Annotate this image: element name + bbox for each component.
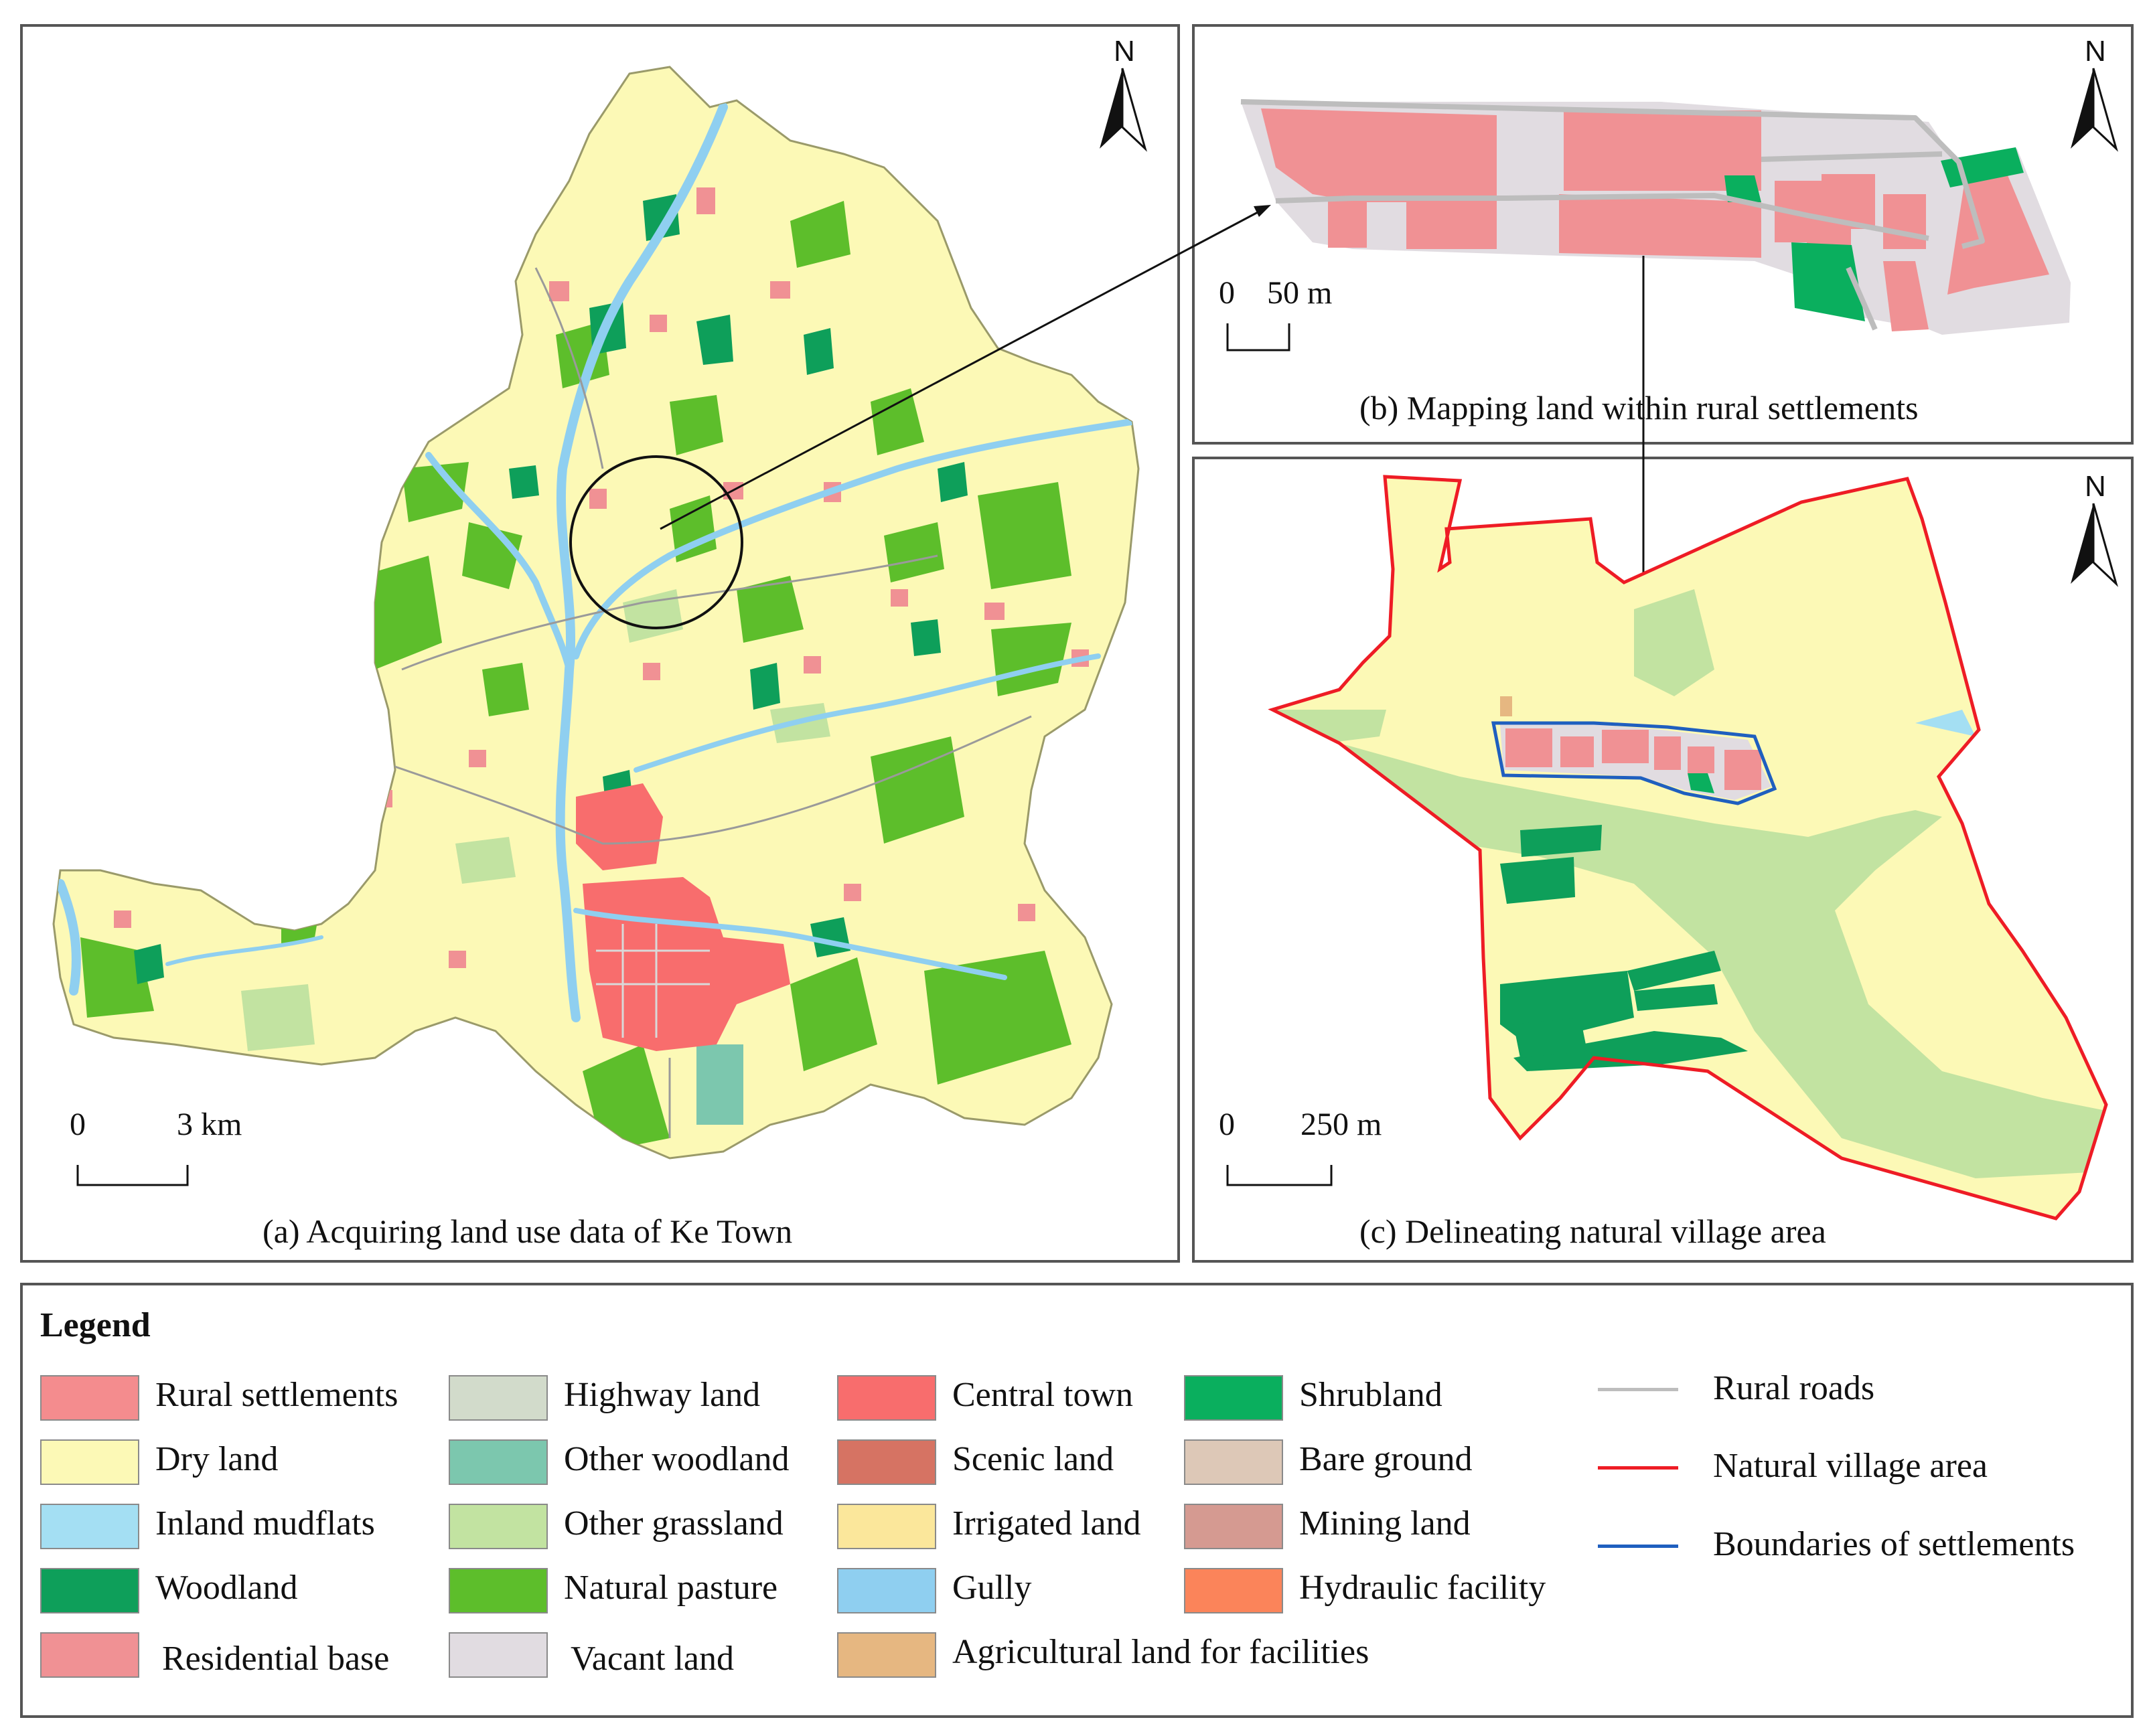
map-b xyxy=(1240,99,2071,593)
legend-label: Irrigated land xyxy=(952,1504,1141,1543)
scale-bar-c xyxy=(1226,1165,1333,1186)
map-c xyxy=(1268,475,2108,1220)
map-a xyxy=(52,66,1271,1160)
scale-zero-label: 0 xyxy=(1219,275,1235,311)
legend-swatch xyxy=(837,1568,936,1613)
legend-swatch xyxy=(837,1632,936,1678)
legend-swatch xyxy=(449,1568,548,1613)
legend-label: Bare ground xyxy=(1299,1440,1473,1478)
north-arrow-icon xyxy=(1100,68,1147,152)
legend-swatch xyxy=(1184,1439,1283,1485)
legend-label: Woodland xyxy=(155,1569,298,1607)
panel-caption: (a) Acquiring land use data of Ke Town xyxy=(263,1212,793,1250)
legend-label: Central town xyxy=(952,1376,1134,1414)
north-label: N xyxy=(2085,35,2106,68)
scale-zero-label: 0 xyxy=(70,1107,86,1142)
scale-label: 3 km xyxy=(177,1107,242,1142)
north-arrow-icon xyxy=(2071,503,2118,587)
panel-caption: (c) Delineating natural village area xyxy=(1359,1212,1826,1250)
scale-label: 250 m xyxy=(1301,1107,1382,1142)
legend-label: Highway land xyxy=(564,1376,761,1414)
north-label: N xyxy=(2085,470,2106,503)
legend-swatch xyxy=(449,1504,548,1549)
legend-label: Natural pasture xyxy=(564,1569,778,1607)
legend-label: Vacant land xyxy=(571,1640,735,1678)
legend-swatch xyxy=(40,1568,139,1613)
legend-line xyxy=(1598,1545,1678,1548)
legend-label: Shrubland xyxy=(1299,1376,1442,1414)
legend-label: Gully xyxy=(952,1569,1032,1607)
legend-swatch xyxy=(40,1504,139,1549)
legend-swatch xyxy=(1184,1375,1283,1421)
legend-line xyxy=(1598,1388,1678,1391)
legend-swatch xyxy=(40,1375,139,1421)
legend-label: Other woodland xyxy=(564,1440,790,1478)
legend-swatch xyxy=(449,1375,548,1421)
legend-swatch xyxy=(40,1632,139,1678)
legend-label: Inland mudflats xyxy=(155,1504,375,1543)
panel-caption: (b) Mapping land within rural settlement… xyxy=(1359,389,1919,426)
legend-swatch xyxy=(837,1375,936,1421)
legend-line xyxy=(1598,1466,1678,1470)
legend-swatch xyxy=(449,1439,548,1485)
legend-label: Hydraulic facility xyxy=(1299,1569,1546,1607)
legend-swatch xyxy=(40,1439,139,1485)
legend-swatch xyxy=(1184,1568,1283,1613)
legend-panel xyxy=(20,1283,2134,1718)
legend-title: Legend xyxy=(40,1306,151,1344)
legend-label: Agricultural land for facilities xyxy=(952,1633,1369,1671)
scale-bar-a xyxy=(76,1165,189,1186)
legend-label: Rural roads xyxy=(1713,1369,1875,1407)
legend-label: Residential base xyxy=(162,1640,390,1678)
legend-swatch xyxy=(1184,1504,1283,1549)
legend-swatch xyxy=(837,1504,936,1549)
legend-label: Other grassland xyxy=(564,1504,784,1543)
legend-swatch xyxy=(449,1632,548,1678)
legend-label: Rural settlements xyxy=(155,1376,398,1414)
north-arrow-icon xyxy=(2071,68,2118,152)
north-label: N xyxy=(1114,35,1135,68)
scale-zero-label: 0 xyxy=(1219,1107,1235,1142)
legend-label: Mining land xyxy=(1299,1504,1471,1543)
legend-label: Natural village area xyxy=(1713,1447,1988,1485)
legend-label: Scenic land xyxy=(952,1440,1114,1478)
scale-label: 50 m xyxy=(1267,275,1333,311)
legend-label: Boundaries of settlements xyxy=(1713,1525,2075,1563)
legend-swatch xyxy=(837,1439,936,1485)
scale-bar-b xyxy=(1226,323,1290,351)
legend-label: Dry land xyxy=(155,1440,279,1478)
